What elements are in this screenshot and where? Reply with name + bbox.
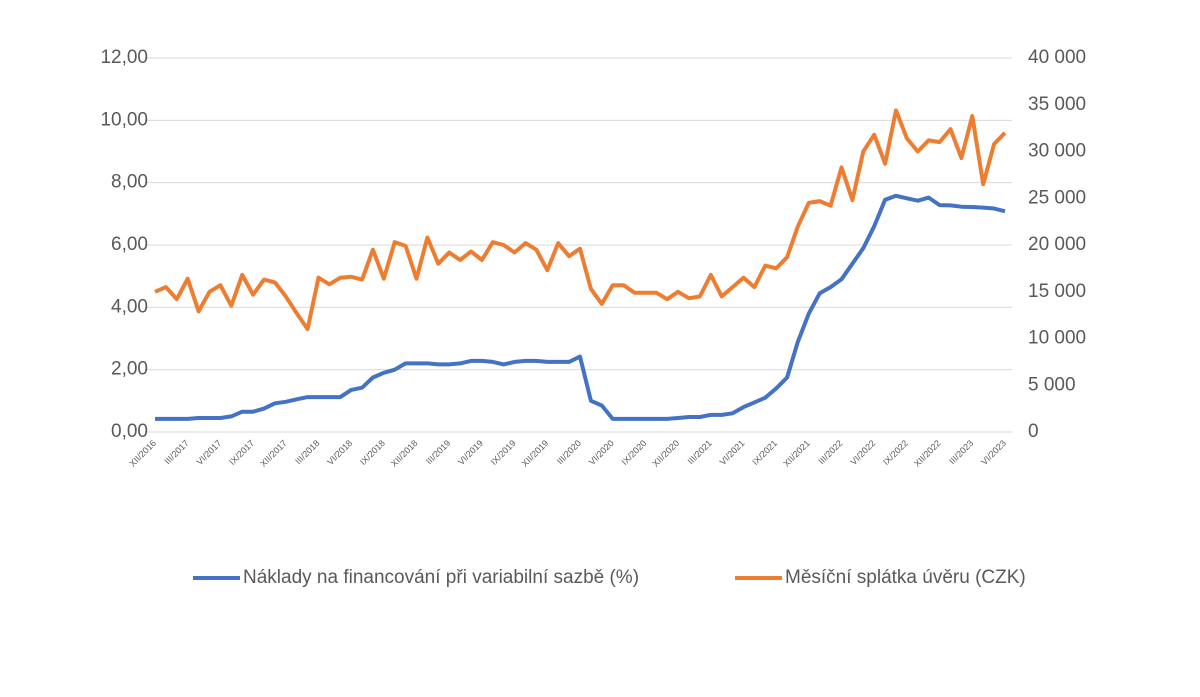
x-tick-label: IX/2022: [881, 438, 910, 467]
x-tick-label: VI/2018: [325, 438, 354, 467]
x-tick-label: XII/2017: [258, 438, 289, 469]
legend-label: Náklady na financování při variabilní sa…: [243, 567, 639, 588]
x-tick-label: IX/2018: [358, 438, 387, 467]
x-tick-label: XII/2021: [781, 438, 812, 469]
y2-tick-label: 15 000: [1028, 281, 1086, 302]
y-tick-label: 12,00: [100, 47, 148, 68]
y2-tick-label: 20 000: [1028, 234, 1086, 255]
y-tick-label: 6,00: [111, 234, 148, 255]
x-tick-label: III/2017: [162, 438, 190, 466]
y2-tick-label: 30 000: [1028, 141, 1086, 162]
y-tick-label: 0,00: [111, 421, 148, 442]
y-tick-label: 4,00: [111, 296, 148, 317]
x-tick-label: VI/2022: [848, 438, 877, 467]
x-tick-label: VI/2021: [718, 438, 747, 467]
x-tick-label: III/2021: [686, 438, 714, 466]
y2-tick-label: 35 000: [1028, 94, 1086, 115]
x-tick-label: VI/2020: [587, 438, 616, 467]
y2-tick-label: 0: [1028, 421, 1039, 442]
y-tick-label: 2,00: [111, 359, 148, 380]
x-tick-label: VI/2019: [456, 438, 485, 467]
legend-label: Měsíční splátka úvěru (CZK): [785, 567, 1026, 588]
x-tick-label: XII/2019: [520, 438, 551, 469]
y2-tick-label: 40 000: [1028, 47, 1086, 68]
x-tick-label: IX/2021: [750, 438, 779, 467]
series-line: [155, 193, 1006, 421]
y2-tick-label: 10 000: [1028, 328, 1086, 349]
x-tick-label: IX/2017: [227, 438, 256, 467]
y2-tick-label: 5 000: [1028, 374, 1076, 395]
x-tick-label: XII/2016: [127, 438, 158, 469]
x-tick-label: III/2018: [293, 438, 321, 466]
y2-tick-label: 25 000: [1028, 187, 1086, 208]
x-tick-label: VI/2023: [979, 438, 1008, 467]
x-tick-label: III/2023: [947, 438, 975, 466]
x-tick-label: III/2020: [555, 438, 583, 466]
y-tick-label: 8,00: [111, 172, 148, 193]
x-tick-label: IX/2019: [489, 438, 518, 467]
x-tick-label: VI/2017: [194, 438, 223, 467]
x-tick-label: XII/2022: [912, 438, 943, 469]
x-tick-label: III/2022: [816, 438, 844, 466]
y-tick-label: 10,00: [100, 109, 148, 130]
x-tick-label: XII/2020: [650, 438, 681, 469]
series-line: [154, 108, 1007, 332]
x-tick-label: IX/2020: [619, 438, 648, 467]
x-tick-label: XII/2018: [389, 438, 420, 469]
x-tick-label: III/2019: [424, 438, 452, 466]
